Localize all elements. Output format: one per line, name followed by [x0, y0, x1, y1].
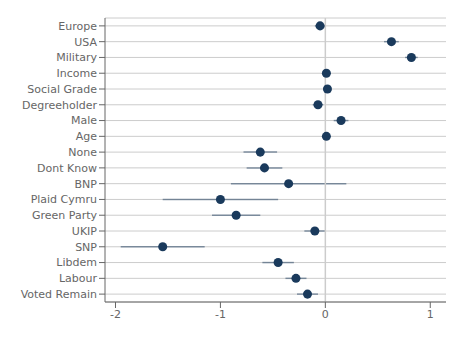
svg-text:Europe: Europe	[58, 20, 97, 33]
svg-text:Age: Age	[76, 130, 98, 143]
svg-text:Dont Know: Dont Know	[37, 162, 97, 175]
svg-text:USA: USA	[74, 36, 97, 49]
svg-text:SNP: SNP	[75, 241, 97, 254]
svg-text:Labour: Labour	[59, 272, 98, 285]
svg-text:Libdem: Libdem	[56, 256, 97, 269]
svg-text:Green Party: Green Party	[32, 209, 98, 222]
svg-text:Degreeholder: Degreeholder	[22, 99, 98, 112]
svg-text:-1: -1	[215, 308, 226, 321]
svg-text:1: 1	[427, 308, 434, 321]
svg-text:Voted Remain: Voted Remain	[21, 288, 97, 301]
svg-text:0: 0	[322, 308, 329, 321]
svg-text:None: None	[68, 146, 97, 159]
svg-text:Income: Income	[57, 67, 98, 80]
svg-text:-2: -2	[110, 308, 121, 321]
svg-text:Social Grade: Social Grade	[27, 83, 97, 96]
svg-text:UKIP: UKIP	[72, 225, 98, 238]
svg-text:BNP: BNP	[75, 178, 98, 191]
svg-text:Plaid Cymru: Plaid Cymru	[31, 193, 97, 206]
svg-text:Military: Military	[56, 51, 97, 64]
svg-text:Male: Male	[71, 114, 97, 127]
